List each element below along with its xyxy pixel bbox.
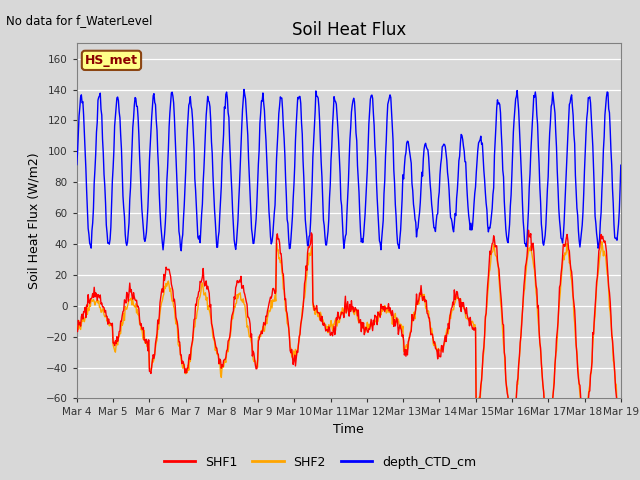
Legend: SHF1, SHF2, depth_CTD_cm: SHF1, SHF2, depth_CTD_cm [159,451,481,474]
Text: HS_met: HS_met [85,54,138,67]
Text: No data for f_WaterLevel: No data for f_WaterLevel [6,14,153,27]
Title: Soil Heat Flux: Soil Heat Flux [292,21,406,39]
Y-axis label: Soil Heat Flux (W/m2): Soil Heat Flux (W/m2) [28,153,40,289]
X-axis label: Time: Time [333,423,364,436]
